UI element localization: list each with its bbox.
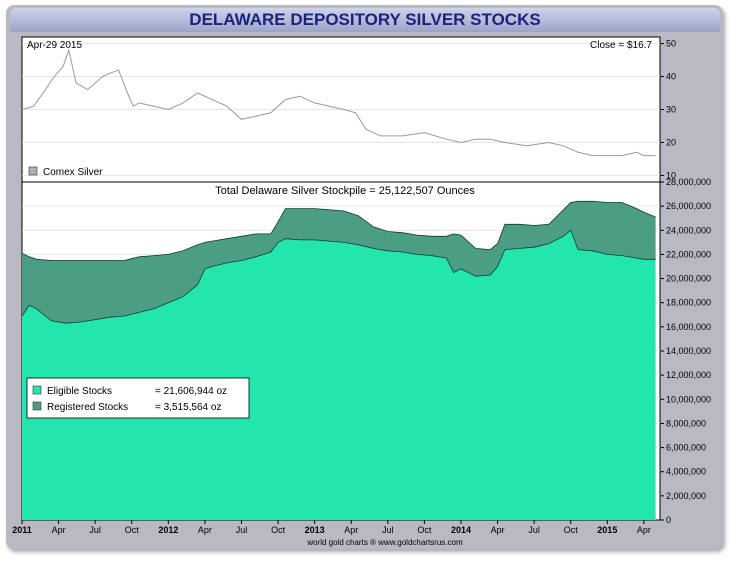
registered-legend-value: = 3,515,564 oz — [155, 402, 221, 413]
stocks-y-tick-label: 20,000,000 — [666, 274, 711, 284]
comex-legend-label: Comex Silver — [43, 167, 103, 178]
price-date-label: Apr-29 2015 — [27, 40, 82, 51]
stocks-y-tick-label: 6,000,000 — [666, 443, 706, 453]
stocks-y-tick-label: 16,000,000 — [666, 322, 711, 332]
stocks-y-tick-label: 18,000,000 — [666, 298, 711, 308]
registered-stocks-area — [22, 201, 656, 324]
stocks-y-tick-label: 24,000,000 — [666, 225, 711, 235]
comex-legend-swatch — [28, 166, 38, 176]
x-axis-tick-label: Jul — [382, 525, 394, 535]
price-y-tick-label: 40 — [666, 72, 676, 82]
stocks-y-tick-label: 28,000,000 — [666, 177, 711, 187]
stocks-y-axis: 0 2,000,000 4,000,000 6,000,000 8,000,000 10,… — [660, 177, 711, 525]
registered-legend-label: Registered Stocks — [47, 402, 128, 413]
x-axis-tick-label: Apr — [52, 525, 66, 535]
registered-legend-swatch — [32, 401, 42, 411]
stocks-y-tick-label: 12,000,000 — [666, 370, 711, 380]
chart-credit: world gold charts ® www.goldchartsrus.co… — [306, 538, 463, 547]
stocks-y-tick-label: 2,000,000 — [666, 491, 706, 501]
x-axis-tick-label: Jul — [89, 525, 101, 535]
stocks-y-tick-label: 26,000,000 — [666, 201, 711, 211]
x-axis-tick-label: Apr — [344, 525, 358, 535]
x-axis-tick-label: Oct — [417, 525, 432, 535]
x-axis-tick-label: Oct — [271, 525, 286, 535]
stocks-y-tick-label: 4,000,000 — [666, 467, 706, 477]
stocks-y-tick-label: 10,000,000 — [666, 394, 711, 404]
eligible-stocks-area — [22, 230, 656, 521]
stocks-y-tick-label: 8,000,000 — [666, 418, 706, 428]
price-close-label: Close = $16.7 — [590, 40, 652, 51]
price-y-axis: 10 20 30 40 50 — [660, 39, 676, 180]
x-axis-tick-label: Apr — [491, 525, 505, 535]
x-axis-tick-label: 2012 — [158, 525, 178, 535]
total-stocks-line — [21, 200, 656, 261]
x-axis-tick-label: Apr — [198, 525, 212, 535]
x-axis-tick-label: 2014 — [451, 525, 471, 535]
stocks-area-group — [21, 200, 656, 521]
price-series-group — [21, 48, 656, 157]
x-axis-tick-label: Apr — [637, 525, 651, 535]
stocks-y-tick-label: 14,000,000 — [666, 346, 711, 356]
price-y-tick-label: 10 — [666, 170, 676, 180]
eligible-legend-value: = 21,606,944 oz — [155, 386, 227, 397]
x-axis-tick-label: Oct — [125, 525, 140, 535]
x-axis-tick-label: 2011 — [12, 525, 32, 535]
comex-silver-line — [21, 48, 656, 157]
chart-title: DELAWARE DEPOSITORY SILVER STOCKS — [10, 8, 720, 32]
stocks-y-tick-label: 22,000,000 — [666, 249, 711, 259]
x-axis-tick-label: Jul — [528, 525, 540, 535]
price-y-tick-label: 50 — [666, 39, 676, 49]
eligible-legend-swatch — [32, 385, 42, 395]
x-axis-tick-label: Oct — [564, 525, 579, 535]
x-axis-tick-label: Jul — [236, 525, 248, 535]
eligible-stocks-line — [21, 229, 656, 324]
stockpile-title: Total Delaware Silver Stockpile = 25,122… — [215, 185, 475, 197]
x-axis-tick-label: 2015 — [597, 525, 617, 535]
x-axis-tick-label: 2013 — [305, 525, 325, 535]
x-axis: 2011 Apr Jul Oct 2012 Apr Jul Oct 2013 Apr Jul Oct 2… — [12, 520, 651, 535]
stocks-legend-box — [26, 377, 250, 419]
stocks-y-tick-label: 0 — [666, 515, 671, 525]
price-gridlines — [22, 43, 660, 176]
price-y-tick-label: 20 — [666, 137, 676, 147]
price-y-tick-label: 30 — [666, 105, 676, 115]
eligible-legend-label: Eligible Stocks — [47, 386, 112, 397]
